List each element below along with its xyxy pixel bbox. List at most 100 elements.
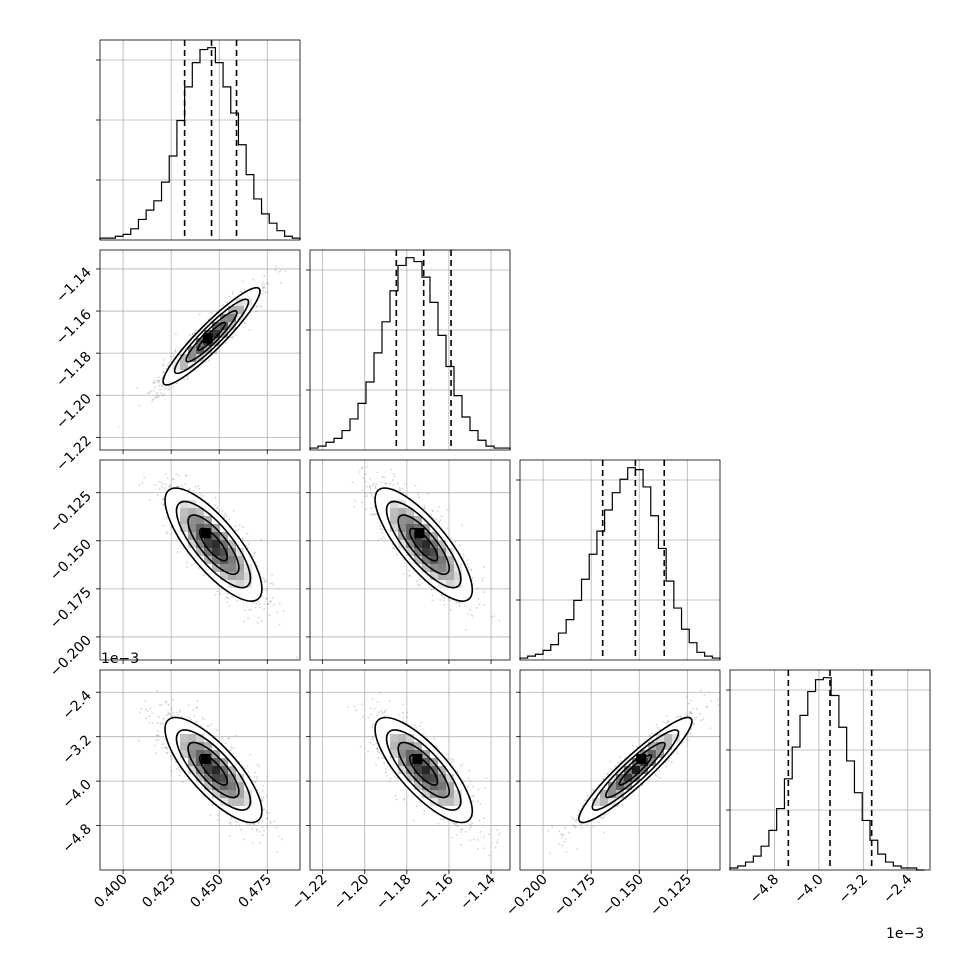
sample-point bbox=[260, 619, 263, 622]
density-cell bbox=[220, 548, 228, 556]
sample-point bbox=[153, 397, 156, 399]
sample-point bbox=[372, 496, 375, 499]
sample-point bbox=[224, 342, 227, 344]
sample-point bbox=[232, 509, 235, 512]
sample-point bbox=[418, 496, 420, 499]
sample-point bbox=[255, 310, 258, 313]
sample-point bbox=[185, 474, 188, 477]
sample-point bbox=[415, 580, 418, 583]
density-cell bbox=[212, 556, 220, 564]
sample-point bbox=[469, 569, 472, 571]
sample-point bbox=[392, 483, 395, 486]
sample-point bbox=[227, 597, 229, 599]
density-cell bbox=[422, 564, 430, 572]
density-cell bbox=[220, 540, 228, 548]
sample-point bbox=[462, 557, 465, 559]
sample-point bbox=[482, 577, 484, 579]
sample-point bbox=[458, 602, 460, 605]
sample-point bbox=[265, 597, 268, 600]
sample-point bbox=[256, 600, 259, 603]
sample-point bbox=[365, 485, 368, 488]
contour-line-0 bbox=[164, 487, 263, 602]
sample-point bbox=[157, 395, 160, 398]
sample-point bbox=[268, 614, 271, 617]
sample-point bbox=[403, 483, 406, 485]
sample-point bbox=[403, 558, 405, 561]
sample-point bbox=[380, 481, 383, 483]
sample-point bbox=[364, 481, 367, 483]
sample-point bbox=[181, 715, 184, 718]
sample-point bbox=[271, 582, 273, 584]
sample-point bbox=[364, 508, 367, 511]
sample-point bbox=[231, 291, 234, 293]
sample-point bbox=[231, 336, 234, 339]
sample-point bbox=[455, 601, 458, 604]
sample-point bbox=[216, 507, 218, 510]
sample-point bbox=[423, 507, 426, 509]
sample-point bbox=[278, 602, 281, 605]
contour-line-1 bbox=[385, 500, 462, 589]
sample-point bbox=[402, 573, 404, 575]
sample-point bbox=[180, 485, 183, 487]
sample-point bbox=[225, 596, 228, 598]
sample-point bbox=[469, 608, 471, 611]
histogram-steps-2 bbox=[519, 467, 721, 660]
density-cell bbox=[180, 508, 188, 516]
sample-point bbox=[252, 278, 255, 281]
sample-point bbox=[262, 286, 265, 289]
sample-point bbox=[172, 386, 175, 388]
pair-frame-2-1 bbox=[309, 459, 511, 661]
sample-point bbox=[149, 391, 151, 394]
sample-point bbox=[254, 551, 256, 554]
density-cell bbox=[180, 362, 188, 370]
density-cell bbox=[204, 516, 212, 524]
sample-point bbox=[282, 610, 285, 613]
sample-point bbox=[483, 591, 485, 594]
sample-point bbox=[194, 562, 196, 565]
sample-point bbox=[156, 395, 159, 398]
sample-point bbox=[265, 589, 267, 592]
sample-point bbox=[284, 270, 287, 272]
histogram-panel-2 bbox=[516, 459, 721, 661]
sample-point bbox=[402, 491, 404, 494]
density-cell bbox=[180, 516, 188, 524]
sample-point bbox=[152, 390, 155, 392]
sample-point bbox=[417, 493, 420, 496]
sample-point bbox=[271, 574, 273, 577]
sample-point bbox=[172, 698, 175, 701]
histogram-frame-1 bbox=[309, 249, 511, 451]
sample-point bbox=[174, 333, 177, 335]
sample-point bbox=[198, 567, 200, 569]
sample-point bbox=[152, 382, 155, 384]
sample-point bbox=[249, 753, 252, 756]
sample-point bbox=[262, 281, 265, 284]
sample-point bbox=[146, 392, 149, 395]
density-cell bbox=[422, 548, 430, 556]
sample-point bbox=[225, 301, 228, 304]
sample-point bbox=[192, 490, 195, 492]
density-cell bbox=[228, 548, 236, 556]
sample-point bbox=[176, 485, 179, 488]
sample-point bbox=[279, 269, 282, 272]
sample-point bbox=[254, 771, 256, 774]
sample-point bbox=[228, 518, 231, 521]
sample-point bbox=[436, 510, 439, 513]
sample-point bbox=[481, 580, 484, 582]
contour-line-2 bbox=[187, 514, 240, 576]
sample-point bbox=[160, 384, 163, 387]
sample-point bbox=[164, 483, 167, 485]
pair-panel-2-0 bbox=[96, 459, 301, 664]
sample-point bbox=[156, 394, 159, 396]
density-cell bbox=[196, 338, 204, 346]
sample-point bbox=[267, 602, 270, 605]
sample-point bbox=[432, 510, 434, 513]
density-cell bbox=[406, 524, 414, 532]
contour-line-1 bbox=[175, 500, 252, 589]
sample-point bbox=[399, 488, 401, 491]
sample-point bbox=[370, 492, 372, 494]
sample-point bbox=[162, 525, 165, 527]
sample-point bbox=[466, 559, 469, 561]
density-cell bbox=[228, 314, 236, 322]
histogram-panel-1 bbox=[306, 249, 511, 451]
